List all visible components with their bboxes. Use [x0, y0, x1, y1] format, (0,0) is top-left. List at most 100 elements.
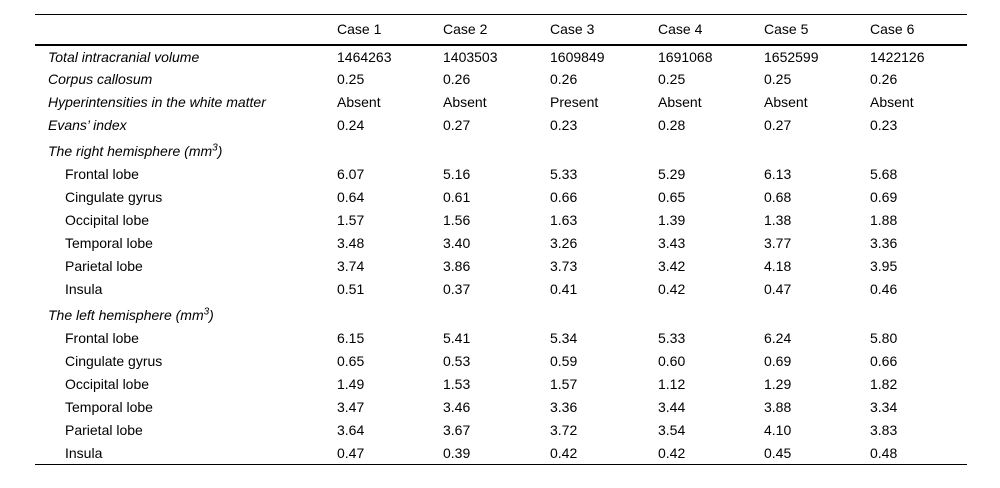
table-row: Hyperintensities in the white matter Abse… [35, 91, 967, 114]
cell-value: 1403503 [443, 48, 498, 65]
row-label: Temporal lobe [65, 235, 153, 251]
cell-value: 0.23 [870, 117, 898, 133]
cell-value: 5.29 [658, 166, 686, 182]
cell-value [443, 137, 550, 163]
cell-value: 1609849 [550, 48, 605, 65]
cell-value: 0.25 [337, 71, 365, 87]
cell-value: 5.33 [658, 330, 686, 346]
cell-value: 3.77 [764, 235, 792, 251]
cell-value: 1652599 [764, 48, 819, 65]
cell-value: 5.33 [550, 166, 578, 182]
cell-value: 3.74 [337, 258, 365, 274]
cell-value: 0.64 [337, 189, 365, 205]
cell-value: 3.46 [443, 399, 471, 415]
cell-value [337, 301, 443, 327]
cell-value: 0.48 [870, 444, 898, 461]
cell-value: 3.88 [764, 399, 792, 415]
cell-value [658, 301, 764, 327]
cell-value: 0.26 [550, 71, 578, 87]
cell-value: 1.63 [550, 212, 578, 228]
cell-value: 0.51 [337, 281, 365, 297]
row-label: Corpus callosum [48, 71, 153, 87]
table-row: Occipital lobe 1.49 1.53 1.57 1.12 1.29 1.82 [35, 373, 967, 396]
cell-value: 0.42 [550, 444, 578, 461]
cell-value: 4.18 [764, 258, 792, 274]
table-row: Frontal lobe 6.07 5.16 5.33 5.29 6.13 5.68 [35, 163, 967, 186]
cell-value: 0.25 [658, 71, 686, 87]
cell-value: 1.57 [550, 376, 578, 392]
cell-value: 0.60 [658, 353, 686, 369]
column-header-case4: Case 4 [658, 21, 703, 38]
cell-value: 0.53 [443, 353, 471, 369]
cell-value: 0.42 [658, 444, 686, 461]
table-row: Evans’ index 0.24 0.27 0.23 0.28 0.27 0.23 [35, 114, 967, 137]
cell-value: 3.47 [337, 399, 365, 415]
cell-value: Absent [764, 94, 808, 110]
cell-value: Absent [443, 94, 487, 110]
cell-value: 3.34 [870, 399, 898, 415]
cell-value: 0.41 [550, 281, 578, 297]
cell-value: 1.82 [870, 376, 898, 392]
superscript-3: 3 [203, 306, 210, 318]
cell-value: 0.68 [764, 189, 792, 205]
row-label: Insula [65, 281, 103, 297]
cell-value: 0.25 [764, 71, 792, 87]
cell-value: 0.66 [870, 353, 898, 369]
cell-value [764, 301, 870, 327]
table-row: Insula 0.51 0.37 0.41 0.42 0.47 0.46 [35, 278, 967, 301]
cell-value: 5.41 [443, 330, 471, 346]
table-row: Temporal lobe 3.48 3.40 3.26 3.43 3.77 3.36 [35, 232, 967, 255]
cell-value: Absent [337, 94, 381, 110]
cell-value: 0.37 [443, 281, 471, 297]
cell-value: 3.86 [443, 258, 471, 274]
cell-value: 0.47 [337, 444, 365, 461]
cell-value: 3.67 [443, 422, 471, 438]
table-row: Cingulate gyrus 0.64 0.61 0.66 0.65 0.68 0.69 [35, 186, 967, 209]
row-label: The right hemisphere (mm3) [48, 142, 223, 159]
cell-value: 1.57 [337, 212, 365, 228]
cell-value: 1422126 [870, 48, 925, 65]
row-label: Insula [65, 444, 103, 461]
cell-value: 1.49 [337, 376, 365, 392]
data-table: Case 1 Case 2 Case 3 Case 4 Case 5 Case … [35, 14, 967, 465]
cell-value: 3.44 [658, 399, 686, 415]
table-header: Case 1 Case 2 Case 3 Case 4 Case 5 Case … [35, 15, 967, 45]
cell-value: 5.80 [870, 330, 898, 346]
row-label: Occipital lobe [65, 212, 150, 228]
cell-value: 1.56 [443, 212, 471, 228]
column-header-case3: Case 3 [550, 21, 595, 38]
row-label: Parietal lobe [65, 258, 143, 274]
cell-value: 3.95 [870, 258, 898, 274]
cell-value: 6.07 [337, 166, 365, 182]
cell-value: 0.47 [764, 281, 792, 297]
cell-value: 3.43 [658, 235, 686, 251]
cell-value: 1464263 [337, 48, 392, 65]
table-row: Parietal lobe 3.74 3.86 3.73 3.42 4.18 3.95 [35, 255, 967, 278]
cell-value: Absent [870, 94, 914, 110]
row-label: Temporal lobe [65, 399, 153, 415]
table-body: Total intracranial volume 1464263 1403503 1… [35, 45, 967, 465]
cell-value: 0.26 [443, 71, 471, 87]
row-label: Occipital lobe [65, 376, 150, 392]
cell-value: 0.23 [550, 117, 578, 133]
column-header-case5: Case 5 [764, 21, 809, 38]
table-row: Occipital lobe 1.57 1.56 1.63 1.39 1.38 1.88 [35, 209, 967, 232]
cell-value: 1.39 [658, 212, 686, 228]
cell-value: 0.65 [658, 189, 686, 205]
table-row: Temporal lobe 3.47 3.46 3.36 3.44 3.88 3.34 [35, 396, 967, 419]
column-header-case6: Case 6 [870, 21, 915, 38]
superscript-3: 3 [212, 142, 218, 154]
cell-value: 0.46 [870, 281, 898, 297]
cell-value [550, 137, 658, 163]
row-label: Frontal lobe [65, 166, 139, 182]
cell-value: 0.66 [550, 189, 578, 205]
column-header-case2: Case 2 [443, 21, 488, 38]
cell-value [550, 301, 658, 327]
cell-value: 0.27 [764, 117, 792, 133]
table-row: Insula 0.47 0.39 0.42 0.42 0.45 0.48 [35, 442, 967, 465]
cell-value: 1691068 [658, 48, 713, 65]
cell-value: Absent [658, 94, 702, 110]
cell-value: 6.15 [337, 330, 365, 346]
cell-value: 0.45 [764, 444, 792, 461]
row-label: Total intracranial volume [48, 48, 200, 65]
